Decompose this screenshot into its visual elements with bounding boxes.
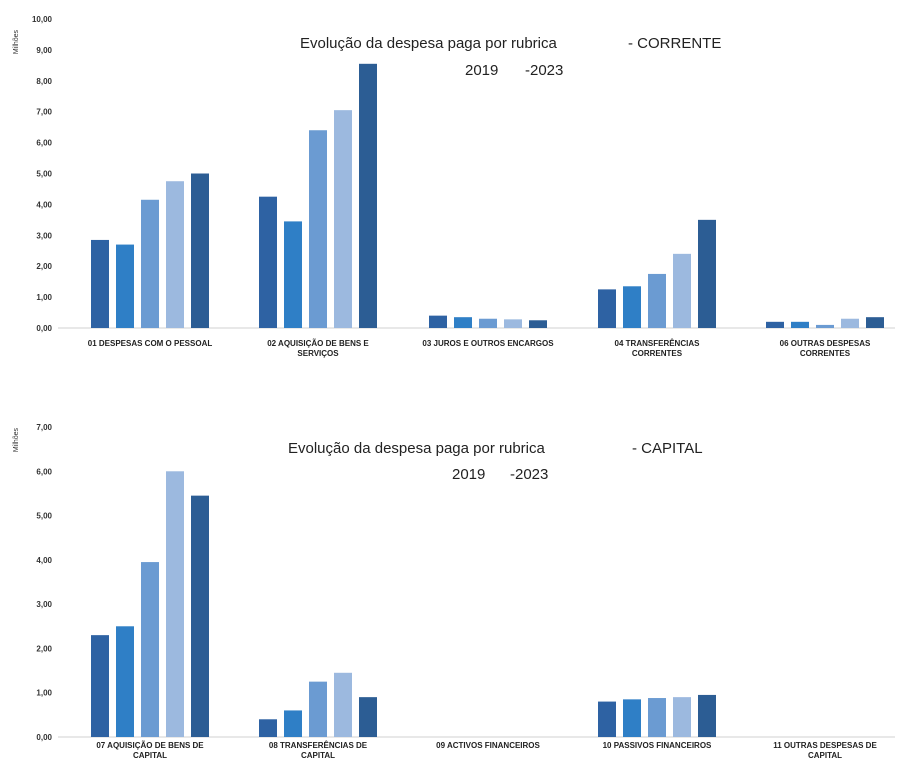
bar xyxy=(454,317,472,328)
y-tick-label: 5,00 xyxy=(36,170,52,179)
chart-corrente: Milhões Evolução da despesa paga por rub… xyxy=(13,15,895,358)
category-label: 01 DESPESAS COM O PESSOAL xyxy=(88,339,213,348)
bar xyxy=(191,495,209,737)
bar xyxy=(673,697,691,737)
category-label: CORRENTES xyxy=(632,349,683,358)
category-label: CORRENTES xyxy=(800,349,851,358)
bar xyxy=(866,317,884,328)
bar xyxy=(334,110,352,328)
y-tick-label: 4,00 xyxy=(36,200,52,209)
chart-capital: Milhões Evolução da despesa paga por rub… xyxy=(13,423,895,760)
category-label: 03 JUROS E OUTROS ENCARGOS xyxy=(422,339,554,348)
category-label: 10 PASSIVOS FINANCEIROS xyxy=(603,741,712,750)
bar xyxy=(359,697,377,737)
bar xyxy=(698,694,716,737)
category-label: CAPITAL xyxy=(301,751,335,760)
y-tick-label: 4,00 xyxy=(36,556,52,565)
y-tick-label: 7,00 xyxy=(36,108,52,117)
category-label: 08 TRANSFERÊNCIAS DE xyxy=(269,741,368,750)
y-tick-label: 2,00 xyxy=(36,262,52,271)
bar xyxy=(648,273,666,328)
category-label: CAPITAL xyxy=(133,751,167,760)
bar xyxy=(191,173,209,328)
bar xyxy=(766,321,784,328)
bar xyxy=(259,196,277,328)
y-tick-label: 10,00 xyxy=(32,15,53,24)
bar xyxy=(116,244,134,328)
chart-title: Evolução da despesa paga por rubrica xyxy=(288,440,545,457)
chart-title: Evolução da despesa paga por rubrica xyxy=(300,35,557,52)
category-label: 11 OUTRAS DESPESAS DE xyxy=(773,741,877,750)
category-label: 06 OUTRAS DESPESAS xyxy=(780,339,871,348)
y-tick-label: 8,00 xyxy=(36,77,52,86)
bar xyxy=(166,181,184,328)
y-tick-label: 0,00 xyxy=(36,733,52,742)
bar xyxy=(429,315,447,328)
bar xyxy=(284,710,302,737)
bar xyxy=(141,562,159,737)
y-tick-label: 2,00 xyxy=(36,644,52,653)
bar xyxy=(698,219,716,328)
bar xyxy=(91,239,109,328)
y-tick-label: 6,00 xyxy=(36,467,52,476)
bar xyxy=(91,635,109,737)
bar xyxy=(359,63,377,329)
bar xyxy=(116,626,134,737)
y-tick-label: 1,00 xyxy=(36,293,52,302)
bar xyxy=(479,318,497,328)
bar xyxy=(141,199,159,328)
y-tick-label: 3,00 xyxy=(36,231,52,240)
category-label: 07 AQUISIÇÃO DE BENS DE xyxy=(96,741,204,750)
y-tick-label: 5,00 xyxy=(36,512,52,521)
y-tick-label: 3,00 xyxy=(36,600,52,609)
bar xyxy=(598,701,616,737)
y-tick-label: 0,00 xyxy=(36,324,52,333)
category-label: CAPITAL xyxy=(808,751,842,760)
y-tick-label: 6,00 xyxy=(36,139,52,148)
y-axis-label: Milhões xyxy=(13,427,20,452)
chart-subtitle-start: 2019 xyxy=(452,466,485,483)
bar xyxy=(816,324,834,328)
bar xyxy=(673,253,691,328)
y-axis-label: Milhões xyxy=(13,29,20,54)
bar xyxy=(284,221,302,328)
chart-title-suffix: - CORRENTE xyxy=(628,35,721,52)
category-label: 09 ACTIVOS FINANCEIROS xyxy=(436,741,540,750)
bar xyxy=(623,699,641,737)
bar xyxy=(791,321,809,328)
bar xyxy=(309,130,327,328)
bar xyxy=(648,698,666,737)
bar xyxy=(623,286,641,328)
category-label: SERVIÇOS xyxy=(297,349,339,358)
bar xyxy=(259,719,277,737)
bar xyxy=(598,289,616,328)
category-label: 02 AQUISIÇÃO DE BENS E xyxy=(267,339,369,348)
chart-subtitle-start: 2019 xyxy=(465,62,498,79)
chart-title-suffix: - CAPITAL xyxy=(632,440,703,457)
chart-subtitle-end: -2023 xyxy=(525,62,563,79)
y-tick-label: 7,00 xyxy=(36,423,52,432)
bar xyxy=(166,471,184,737)
bar xyxy=(529,320,547,328)
y-tick-label: 1,00 xyxy=(36,689,52,698)
bar xyxy=(841,318,859,328)
y-tick-label: 9,00 xyxy=(36,46,52,55)
chart-subtitle-end: -2023 xyxy=(510,466,548,483)
bar xyxy=(309,681,327,737)
category-label: 04 TRANSFERÊNCIAS xyxy=(615,339,701,348)
bar xyxy=(334,672,352,737)
bar xyxy=(504,319,522,328)
